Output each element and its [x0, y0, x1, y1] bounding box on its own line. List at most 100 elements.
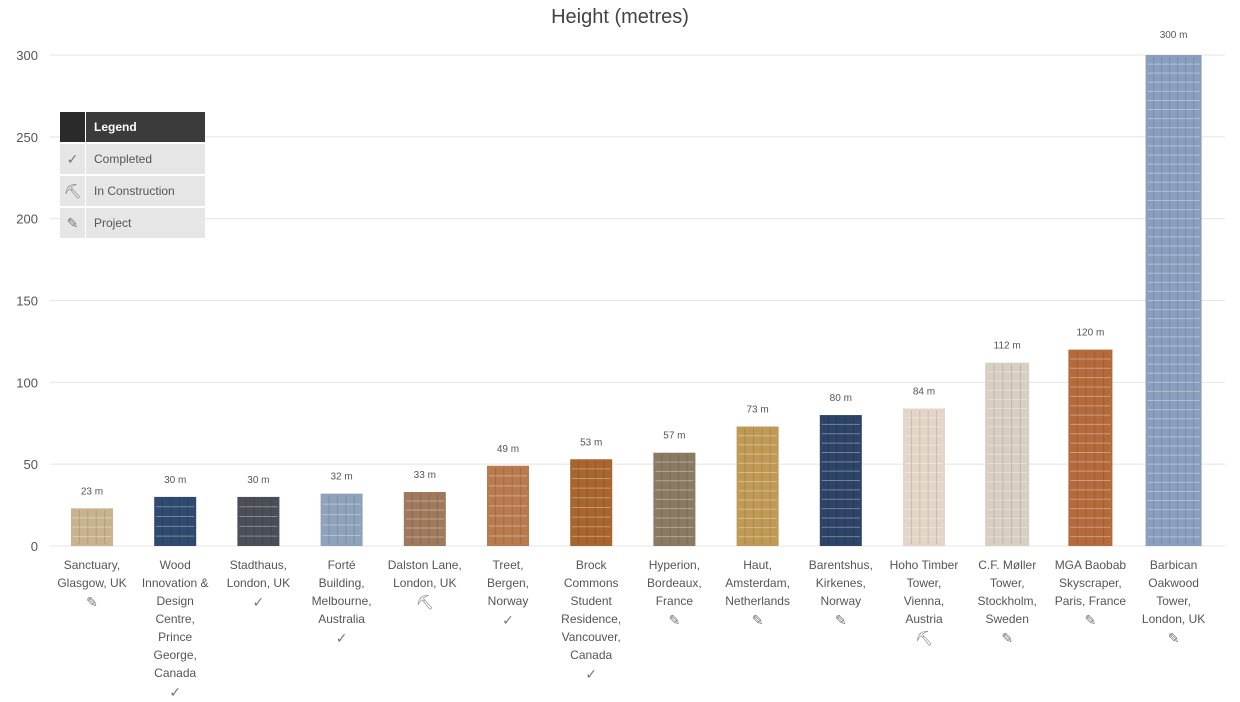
x-category-label-line: Vienna, [903, 594, 945, 608]
y-tick-label: 150 [16, 294, 38, 309]
value-label: 30 m [247, 475, 269, 486]
bar-building [653, 452, 696, 546]
value-label: 23 m [81, 486, 103, 497]
bar [154, 496, 197, 546]
x-category-label-line: London, UK [1141, 612, 1206, 626]
bar-building [487, 465, 529, 546]
x-category-label-line: Barentshus, [808, 558, 873, 572]
x-category-label: Treet, Bergen, Norway ✓ [466, 556, 550, 630]
x-category-label-line: Canada [154, 666, 197, 680]
value-label: 53 m [580, 437, 602, 448]
x-category-label: C.F. Møller Tower, Stockholm, Sweden ✎ [965, 556, 1049, 648]
x-category-label-line: Barbican [1149, 558, 1198, 572]
x-category-label-line: Forté [327, 558, 356, 572]
bar-building [237, 496, 280, 546]
bar-building [570, 459, 613, 546]
x-category-label-line: London, UK [226, 576, 291, 590]
value-label: 80 m [830, 393, 852, 404]
x-category-label-line: Treet, [492, 558, 524, 572]
y-tick-label: 100 [16, 375, 38, 390]
x-category-label-line: MGA Baobab [1054, 558, 1127, 572]
x-category-label-line: Kirkenes, [815, 576, 866, 590]
x-category-label-line: Dalston Lane, [387, 558, 462, 572]
value-label: 300 m [1160, 30, 1188, 41]
worker-icon: ⛏ [915, 630, 933, 646]
x-category-label-line: Skyscraper, [1059, 576, 1122, 590]
x-category-label-line: Austria [905, 612, 943, 626]
x-category-label-line: C.F. Møller [978, 558, 1037, 572]
x-category-label-line: Melbourne, [311, 594, 372, 608]
bar [1068, 349, 1113, 546]
check-circle-icon: ✓ [502, 612, 514, 628]
x-category-label: Sanctuary, Glasgow, UK ✎ [50, 556, 134, 612]
x-category-label-line: Prince [158, 630, 193, 644]
bar [570, 459, 613, 546]
x-category-label-line: Glasgow, UK [57, 576, 127, 590]
x-category-label: MGA Baobab Skyscraper, Paris, France ✎ [1048, 556, 1132, 630]
bar [320, 493, 363, 546]
bar-building [1145, 55, 1202, 546]
value-label: 112 m [994, 341, 1021, 352]
value-label: 57 m [663, 431, 685, 442]
x-category-label-line: Norway [487, 594, 529, 608]
check-circle-icon: ✓ [585, 666, 598, 682]
x-category-label-line: Amsterdam, [725, 576, 790, 590]
bar [736, 426, 779, 546]
x-category-label: Hoho Timber Tower, Vienna, Austria ⛏ [882, 556, 966, 648]
bar [237, 496, 280, 546]
x-category-label-line: Building, [318, 576, 365, 590]
x-category-label: Haut, Amsterdam, Netherlands ✎ [716, 556, 800, 630]
x-category-label-line: Haut, [743, 558, 772, 572]
x-category-label-line: Sanctuary, [63, 558, 121, 572]
x-category-label-line: George, [153, 648, 197, 662]
legend: Legend ✓ Completed ⛏ In Construction ✎ P… [60, 112, 205, 240]
value-label: 32 m [330, 472, 352, 483]
x-category-label: Wood Innovation & Design Centre, Prince Georg… [133, 556, 217, 702]
x-category-label-line: Tower, [1156, 594, 1191, 608]
x-category-label-line: Bordeaux, [647, 576, 702, 590]
value-label: 73 m [746, 405, 768, 416]
x-category-label-line: Centre, [155, 612, 195, 626]
worker-icon: ⛏ [60, 176, 86, 206]
x-category-label-line: Hyperion, [648, 558, 701, 572]
x-category-label-line: Canada [570, 648, 613, 662]
bar [71, 508, 113, 546]
x-category-label-line: Paris, France [1054, 594, 1127, 608]
x-category-label-line: London, UK [393, 576, 457, 590]
x-category-label: Barentshus, Kirkenes, Norway ✎ [799, 556, 883, 630]
bar [819, 415, 862, 546]
y-tick-label: 50 [24, 457, 38, 472]
x-category-label-line: Stadthaus, [229, 558, 288, 572]
legend-item-project: ✎ Project [60, 208, 205, 238]
edit-icon: ✎ [834, 612, 847, 628]
legend-item-completed: ✓ Completed [60, 144, 205, 174]
x-category-label-line: Tower, [989, 576, 1025, 590]
edit-icon: ✎ [1167, 630, 1180, 646]
bar-building [71, 508, 113, 546]
x-category-label-line: Stockholm, [977, 594, 1037, 608]
x-category-label-line: Australia [318, 612, 365, 626]
x-category-label-line: Norway [820, 594, 862, 608]
check-circle-icon: ✓ [252, 594, 265, 610]
check-circle-icon: ✓ [60, 144, 86, 174]
chart-title: Height (metres) [551, 6, 689, 28]
x-category-label-line: France [655, 594, 694, 608]
bar-building [154, 496, 197, 546]
bar-building [320, 493, 363, 546]
y-tick-label: 200 [16, 212, 38, 227]
edit-icon: ✎ [1001, 630, 1014, 646]
check-circle-icon: ✓ [335, 630, 348, 646]
bar [1145, 55, 1202, 546]
x-category-label-line: Tower, [906, 576, 942, 590]
bar-building [985, 362, 1030, 546]
bar-building [903, 408, 945, 546]
y-tick-label: 0 [31, 539, 38, 554]
value-label: 120 m [1077, 328, 1105, 339]
x-category-label-line: Residence, [561, 612, 622, 626]
x-category-label: Hyperion, Bordeaux, France ✎ [632, 556, 716, 630]
bar-building [736, 426, 779, 546]
legend-label-completed: Completed [94, 152, 153, 166]
x-category-label: Barbican Oakwood Tower, London, UK ✎ [1132, 556, 1216, 648]
x-category-label-line: Sweden [985, 612, 1029, 626]
